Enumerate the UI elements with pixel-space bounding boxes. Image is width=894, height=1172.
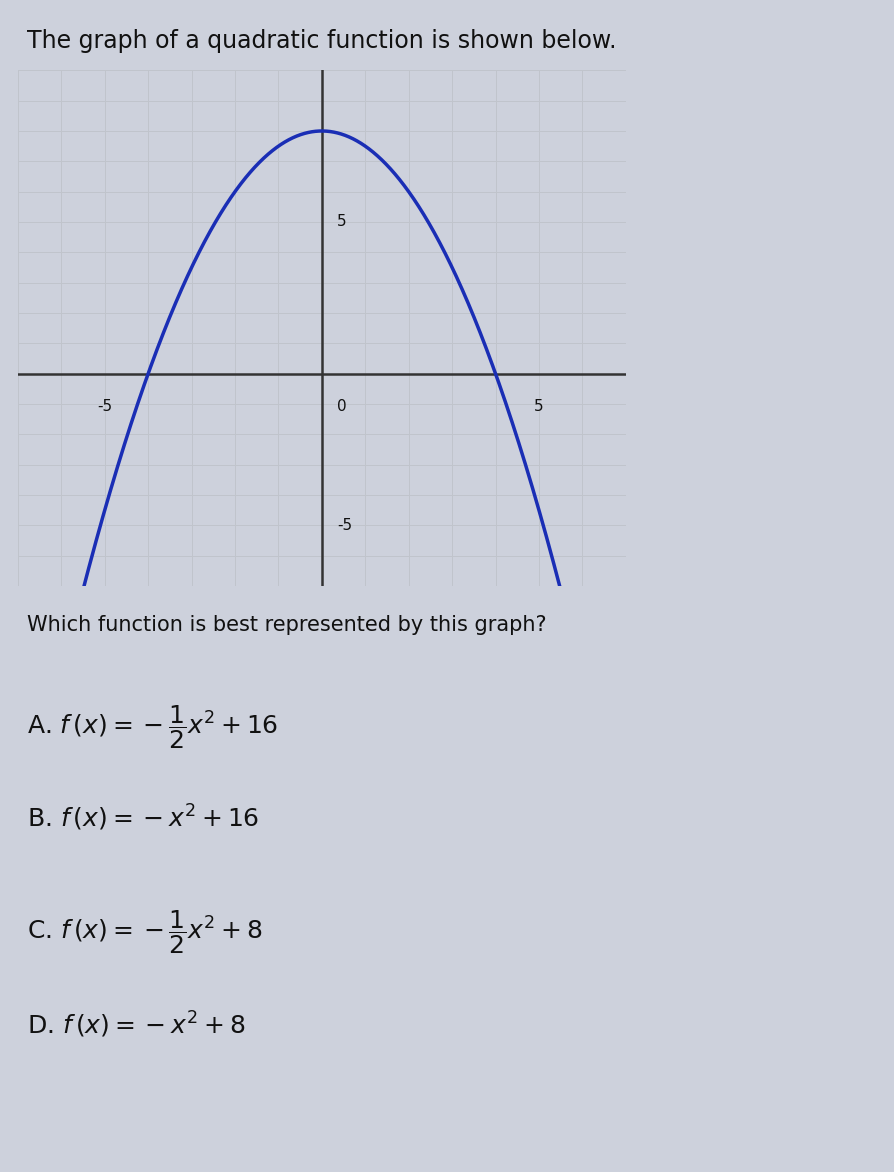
Text: C. $f\,(x) = -\dfrac{1}{2}x^2 + 8$: C. $f\,(x) = -\dfrac{1}{2}x^2 + 8$ <box>27 908 263 956</box>
Text: B. $f\,(x) = -x^2 + 16$: B. $f\,(x) = -x^2 + 16$ <box>27 803 259 833</box>
Text: A. $f\,(x) = -\dfrac{1}{2}x^2 + 16$: A. $f\,(x) = -\dfrac{1}{2}x^2 + 16$ <box>27 703 278 751</box>
Text: Which function is best represented by this graph?: Which function is best represented by th… <box>27 615 546 635</box>
Text: 5: 5 <box>534 400 544 415</box>
Text: 0: 0 <box>337 400 347 415</box>
Text: -5: -5 <box>97 400 113 415</box>
Text: The graph of a quadratic function is shown below.: The graph of a quadratic function is sho… <box>27 29 616 53</box>
Text: -5: -5 <box>337 518 352 533</box>
Text: 5: 5 <box>337 214 347 230</box>
Text: D. $f\,(x) = -x^2 + 8$: D. $f\,(x) = -x^2 + 8$ <box>27 1010 245 1041</box>
